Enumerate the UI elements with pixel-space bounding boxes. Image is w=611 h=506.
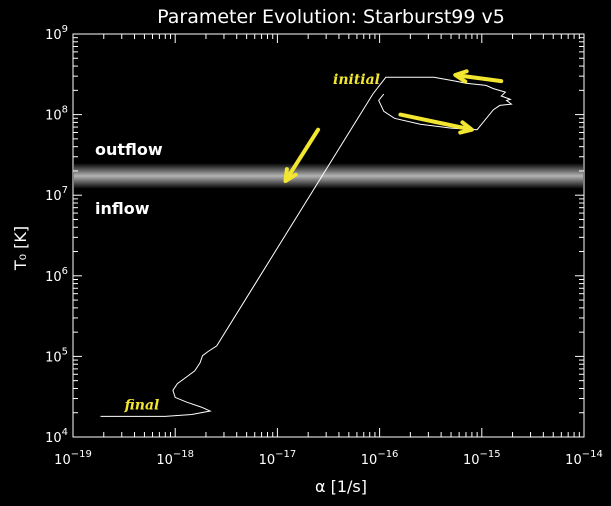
y-tick-label: 104	[45, 427, 68, 446]
direction-arrow	[398, 112, 474, 135]
y-tick-label: 105	[45, 346, 68, 365]
plot-frame	[72, 33, 585, 438]
outflow-label: outflow	[95, 140, 163, 159]
x-tick-label: 10−15	[463, 449, 501, 468]
x-axis-label: α [1/s]	[315, 477, 367, 496]
direction-arrow	[283, 127, 321, 184]
x-tick-label: 10−19	[54, 449, 92, 468]
evolution-track-line	[100, 76, 513, 417]
y-tick-label: 108	[45, 105, 68, 124]
inflow-label: inflow	[95, 199, 150, 218]
final-annotation: final	[124, 397, 160, 413]
x-tick-label: 10−14	[565, 449, 603, 468]
y-axis-label: T₀ [K]	[11, 226, 30, 271]
outflow-inflow-band	[74, 163, 583, 189]
y-tick-label: 106	[45, 266, 68, 285]
x-tick-label: 10−17	[259, 449, 297, 468]
x-tick-label: 10−18	[156, 449, 194, 468]
initial-annotation: initial	[333, 72, 380, 88]
y-tick-label: 109	[45, 24, 68, 43]
x-tick-label: 10−16	[361, 449, 399, 468]
y-tick-label: 107	[45, 185, 68, 204]
direction-arrow	[453, 69, 504, 84]
chart-title: Parameter Evolution: Starburst99 v5	[157, 6, 505, 28]
